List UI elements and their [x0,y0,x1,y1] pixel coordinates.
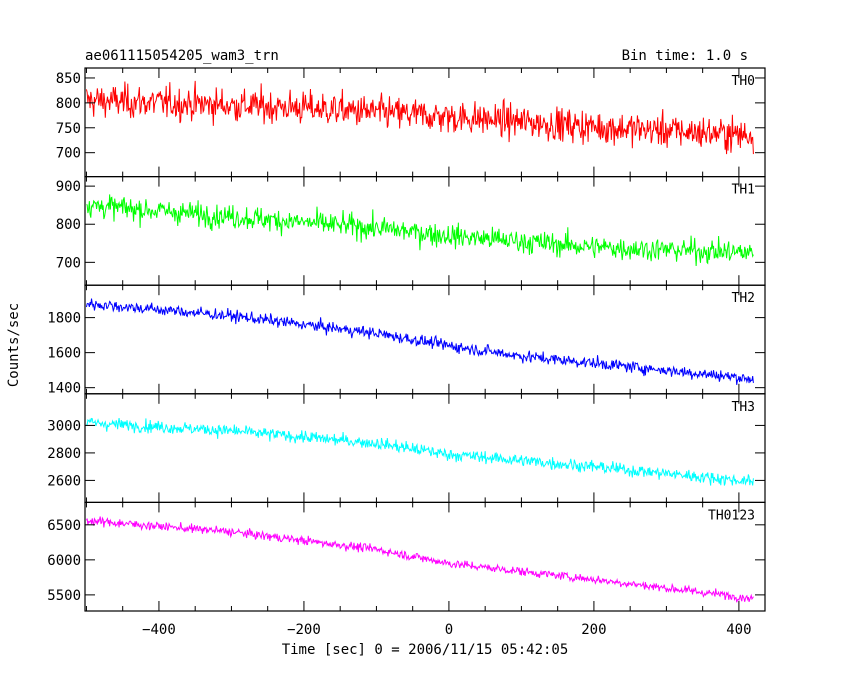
panel-th0123: TH0123 5500 6000 6500 [47,501,766,612]
y-tick-label: 6000 [47,553,81,569]
panel-th1: TH1 700 800 900 [56,176,766,286]
panels-group: TH0 700 750 800 850 TH1 700 800 900 TH2 1400 1600 18… [47,67,766,612]
panel-frame [84,176,766,286]
y-tick-label: 700 [56,255,81,271]
y-tick-label: 3000 [47,418,81,434]
x-tick-label: 200 [581,622,606,638]
x-tick-label: −200 [287,622,321,638]
y-tick-label: 1400 [47,381,81,397]
panel-th0: TH0 700 750 800 850 [56,67,766,178]
series-line-th3 [86,417,754,486]
series-line-th2 [85,298,754,385]
y-tick-label: 2600 [47,473,81,489]
x-tick-label: 400 [726,622,751,638]
panel-label: TH0123 [708,508,755,523]
series-line-th0 [85,80,754,155]
bin-time-label: Bin time: 1.0 s [622,48,748,64]
x-tick-label: −400 [142,622,176,638]
series-line-th0123 [85,516,754,603]
chart-title: ae061115054205_wam3_trn [85,48,279,64]
y-tick-label: 700 [56,146,81,162]
x-axis-label: Time [sec] 0 = 2006/11/15 05:42:05 [282,642,569,658]
x-tick-labels: −400 −200 0 200 400 [142,622,751,638]
panel-label: TH0 [732,74,755,89]
y-tick-label: 750 [56,121,81,137]
y-tick-label: 1800 [47,311,81,327]
y-tick-label: 1600 [47,346,81,362]
x-tick-label: 0 [445,622,453,638]
panel-frame [84,501,766,612]
y-tick-label: 800 [56,217,81,233]
panel-th2: TH2 1400 1600 1800 [47,284,766,397]
panel-label: TH3 [732,400,755,415]
y-tick-label: 900 [56,179,81,195]
y-tick-label: 850 [56,71,81,87]
y-tick-label: 2800 [47,446,81,462]
y-axis-label: Counts/sec [6,303,22,387]
series-line-th1 [86,194,754,267]
panel-label: TH2 [732,291,755,306]
panel-label: TH1 [732,183,755,198]
y-tick-label: 800 [56,96,81,112]
panel-th3: TH3 2600 2800 3000 [47,393,766,503]
y-tick-label: 5500 [47,588,81,604]
y-tick-label: 6500 [47,518,81,534]
